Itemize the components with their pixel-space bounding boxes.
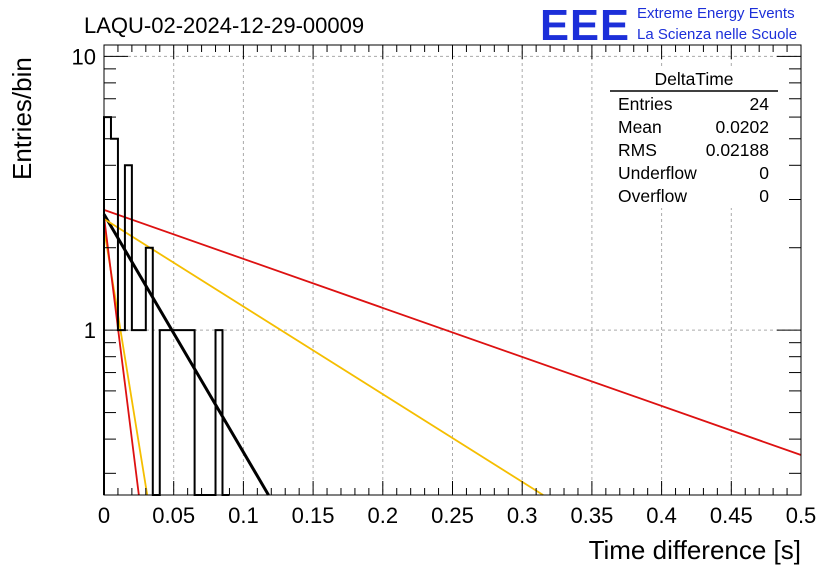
stats-row-value: 0.02188 <box>706 140 769 160</box>
fit-curve <box>103 216 140 496</box>
fit-curves <box>102 209 802 496</box>
x-tick-label: 0.05 <box>152 503 195 528</box>
y-tick-label: 1 <box>84 318 96 343</box>
stats-row-value: 0.0202 <box>715 117 769 137</box>
fit-curve <box>103 218 544 496</box>
eee-logo: EEE Extreme Energy Events La Scienza nel… <box>540 1 797 50</box>
stats-title: DeltaTime <box>654 69 733 89</box>
x-axis-title: Time difference [s] <box>589 535 801 565</box>
stats-row-value: 0 <box>759 186 769 206</box>
histogram-bin <box>104 117 111 495</box>
stats-row-label: Overflow <box>618 186 687 206</box>
x-tick-label: 0.3 <box>507 503 538 528</box>
y-tick-label: 10 <box>72 44 96 69</box>
histogram-bin <box>160 330 167 495</box>
logo-line-2: La Scienza nelle Scuole <box>637 26 797 43</box>
x-tick-label: 0.1 <box>228 503 259 528</box>
histogram <box>103 116 230 496</box>
x-tick-label: 0 <box>98 503 110 528</box>
x-tick-label: 0.25 <box>431 503 474 528</box>
tick-labels: 0 0.05 0.1 0.15 0.2 0.25 0.3 0.35 0.4 0.45 0.5 1 10 <box>72 44 817 528</box>
stats-row-label: Underflow <box>618 163 697 183</box>
plot-frame <box>103 44 802 496</box>
x-tick-label: 0.4 <box>646 503 677 528</box>
axis-ticks <box>103 45 802 495</box>
stats-row-label: Mean <box>618 117 662 137</box>
stats-row-value: 24 <box>750 94 770 114</box>
stats-rows: Entries 24 Mean 0.0202 RMS 0.02188 Underflow 0 O… <box>618 94 769 206</box>
x-tick-label: 0.15 <box>292 503 335 528</box>
logo-mark: EEE <box>540 1 630 50</box>
chart-title: LAQU-02-2024-12-29-00009 <box>84 13 364 38</box>
stats-row-label: RMS <box>618 140 657 160</box>
stats-box-background <box>610 66 778 208</box>
y-axis-title: Entries/bin <box>7 57 37 180</box>
stats-row-label: Entries <box>618 94 673 114</box>
stats-row-value: 0 <box>759 163 769 183</box>
x-tick-label: 0.45 <box>710 503 753 528</box>
x-tick-label: 0.5 <box>786 503 817 528</box>
logo-line-1: Extreme Energy Events <box>637 5 795 22</box>
fit-curve <box>103 209 802 456</box>
stats-box: DeltaTime Entries 24 Mean 0.0202 RMS 0.02188 U… <box>610 66 778 208</box>
histogram-bin <box>167 330 174 495</box>
x-tick-label: 0.2 <box>368 503 399 528</box>
histogram-outline <box>103 116 230 496</box>
histogram-bin <box>188 330 195 495</box>
x-tick-label: 0.35 <box>570 503 613 528</box>
histogram-bin <box>174 330 181 495</box>
